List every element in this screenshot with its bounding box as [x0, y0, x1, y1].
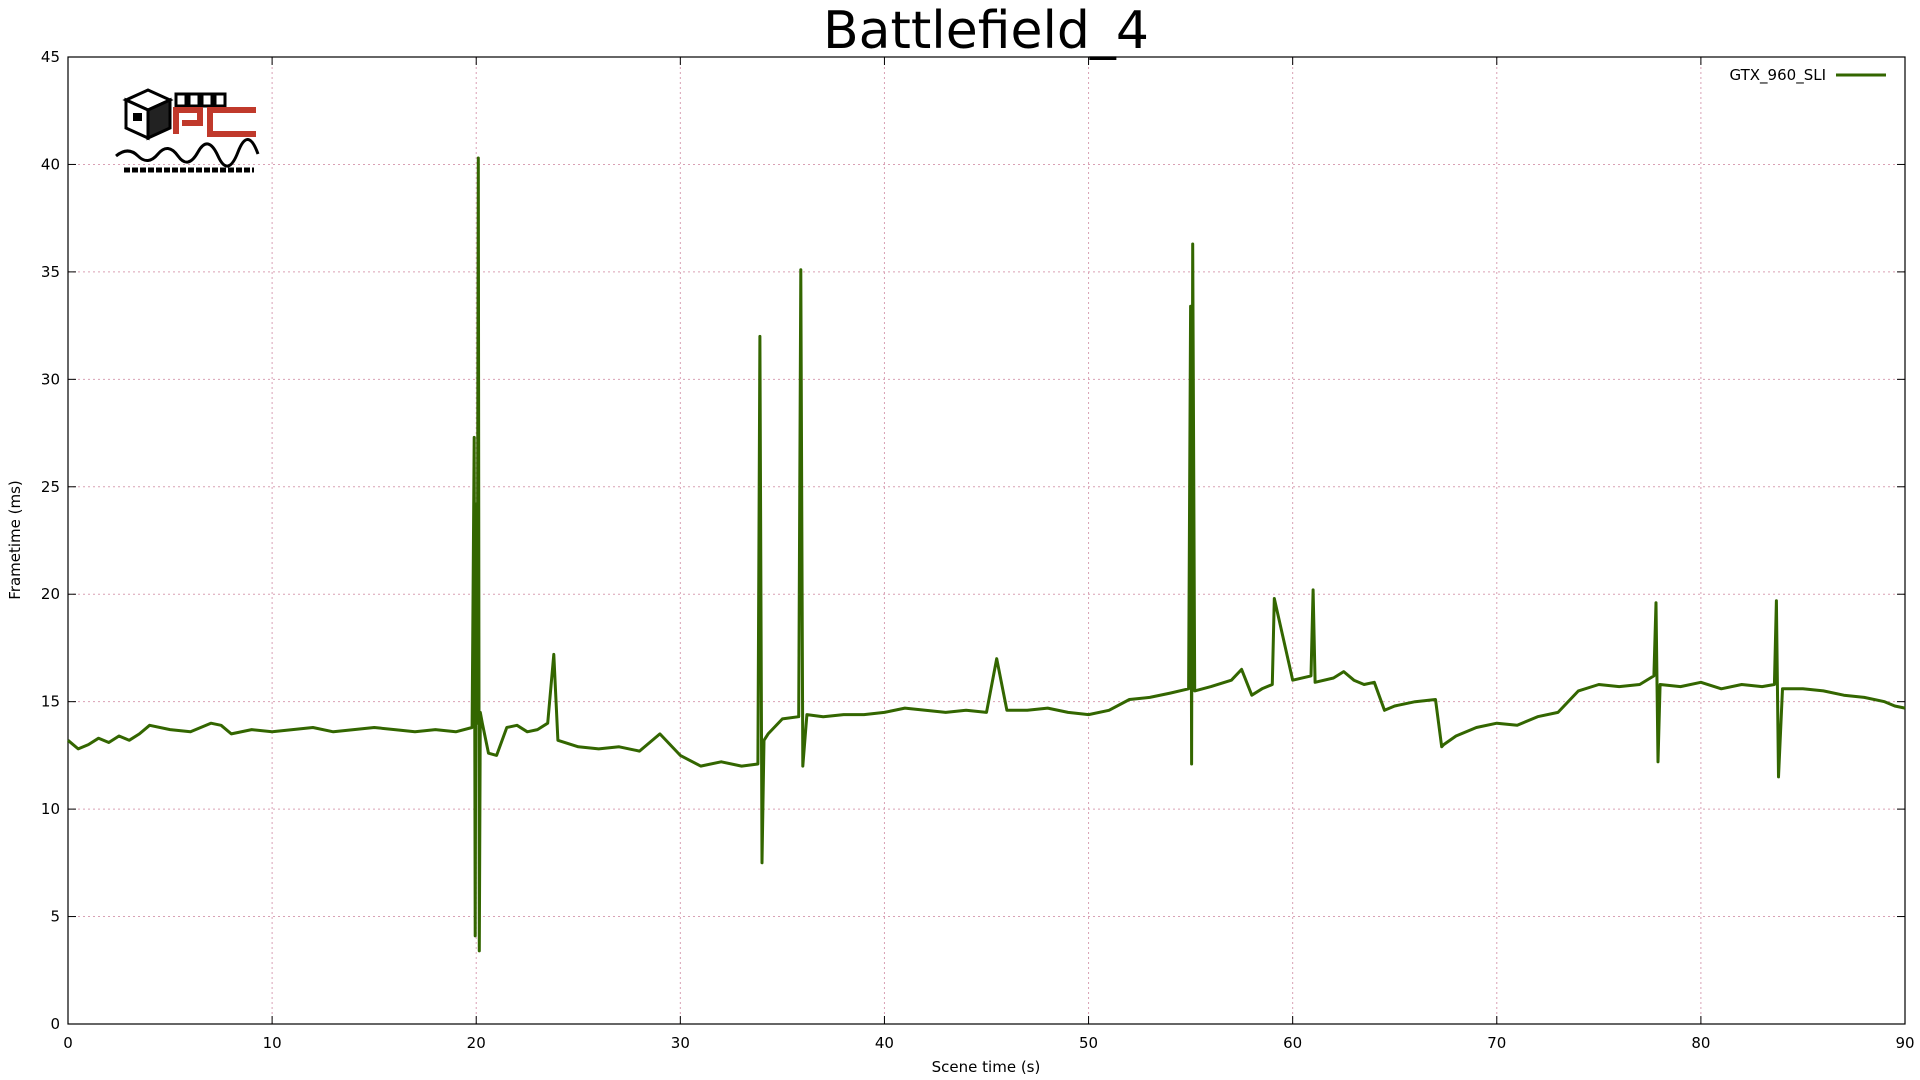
y-axis-label: Frametime (ms) [6, 480, 24, 600]
axis-ticks: 0 10 20 30 40 50 60 70 80 90 0 5 10 15 20 25 30 35 40 45 [41, 48, 1915, 1052]
x-tick-label: 70 [1487, 1034, 1506, 1052]
pc-wordmark [173, 107, 256, 137]
x-axis-label: Scene time (s) [932, 1058, 1041, 1076]
x-tick-label: 50 [1079, 1034, 1098, 1052]
y-tick-label: 5 [50, 908, 60, 926]
y-tick-label: 15 [41, 693, 60, 711]
box-icon [122, 88, 174, 141]
x-tick-label: 10 [263, 1034, 282, 1052]
y-tick-label: 40 [41, 155, 60, 173]
series-layer [67, 156, 1906, 953]
y-tick-label: 45 [41, 48, 60, 66]
x-tick-label: 20 [467, 1034, 486, 1052]
y-tick-label: 0 [50, 1015, 60, 1033]
logo-tagline-scribble [115, 138, 260, 168]
x-tick-label: 40 [875, 1034, 894, 1052]
pure-pc-logo [115, 88, 260, 173]
plot-frame [67, 56, 1906, 1025]
y-tick-label: 10 [41, 800, 60, 818]
x-tick-label: 0 [63, 1034, 73, 1052]
y-tick-label: 25 [41, 478, 60, 496]
x-tick-label: 60 [1283, 1034, 1302, 1052]
legend: GTX_960_SLI [1730, 66, 1886, 85]
legend-label: GTX_960_SLI [1730, 66, 1826, 85]
pure-wordmark [174, 92, 227, 108]
series-line-GTX_960_SLI [67, 156, 1906, 953]
y-tick-label: 20 [41, 585, 60, 603]
x-tick-label: 30 [671, 1034, 690, 1052]
grid-lines [68, 57, 1905, 1024]
y-tick-label: 35 [41, 263, 60, 281]
y-tick-label: 30 [41, 370, 60, 388]
x-tick-label: 80 [1691, 1034, 1710, 1052]
x-tick-label: 90 [1895, 1034, 1914, 1052]
chart-title: Battlefield_4 [823, 1, 1149, 61]
